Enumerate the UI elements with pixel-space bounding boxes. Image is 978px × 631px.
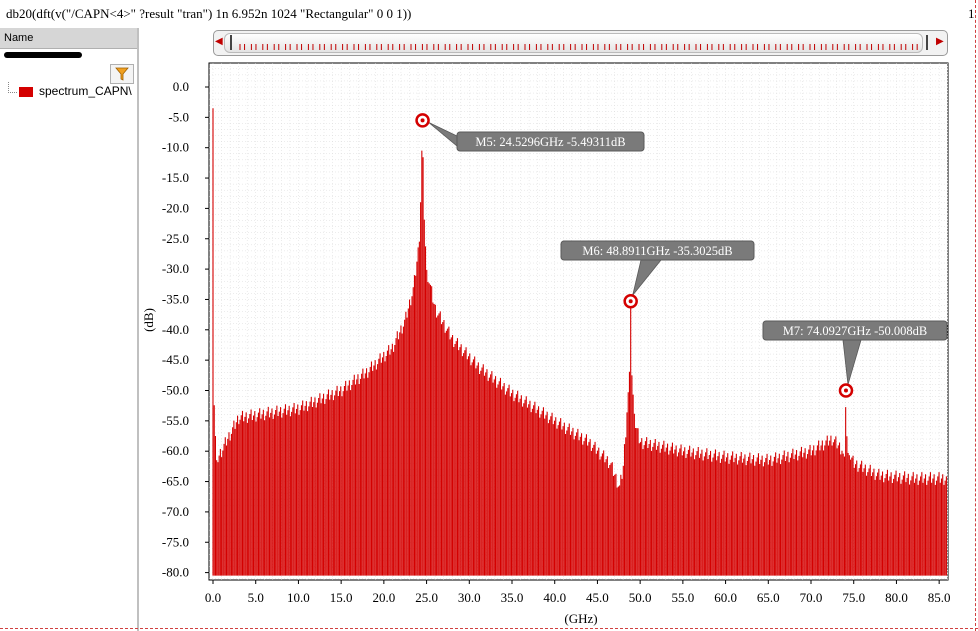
filter-funnel-icon[interactable] xyxy=(110,64,134,84)
y-tick-label: -20.0 xyxy=(162,200,189,215)
bottom-dashed-border xyxy=(0,628,978,629)
marker-dot xyxy=(628,299,633,304)
scroll-right-arrow-icon[interactable]: ▶ xyxy=(936,36,944,47)
right-dashed-border xyxy=(975,0,976,631)
x-tick-label: 40.0 xyxy=(543,590,566,605)
x-tick-label: 85.0 xyxy=(928,590,951,605)
x-tick-label: 5.0 xyxy=(248,590,264,605)
x-tick-label: 25.0 xyxy=(415,590,438,605)
name-column-header[interactable]: Name xyxy=(0,28,137,49)
x-scroll-thumb[interactable] xyxy=(224,33,923,53)
marker-callout-box xyxy=(456,131,645,152)
x-tick-label: 30.0 xyxy=(458,590,481,605)
marker-dot xyxy=(843,388,848,393)
x-tick-label: 10.0 xyxy=(287,590,310,605)
y-tick-label: -10.0 xyxy=(162,140,189,155)
legend-swatch xyxy=(19,87,33,97)
marker-dot xyxy=(420,118,425,123)
x-axis-label: (GHz) xyxy=(564,611,597,626)
x-tick-label: 65.0 xyxy=(757,590,780,605)
x-tick-label: 45.0 xyxy=(586,590,609,605)
y-tick-label: -55.0 xyxy=(162,413,189,428)
redacted-bar xyxy=(4,52,82,58)
marker-label: M6: 48.8911GHz -35.3025dB xyxy=(582,244,732,258)
x-tick-label: 80.0 xyxy=(885,590,908,605)
y-axis-label: (dB) xyxy=(141,308,156,332)
y-tick-label: -35.0 xyxy=(162,291,189,306)
y-tick-label: -15.0 xyxy=(162,170,189,185)
x-tick-label: 75.0 xyxy=(842,590,865,605)
x-tick-label: 55.0 xyxy=(671,590,694,605)
y-tick-label: -30.0 xyxy=(162,261,189,276)
y-tick-label: -5.0 xyxy=(168,109,189,124)
y-tick-label: -70.0 xyxy=(162,504,189,519)
x-tick-label: 70.0 xyxy=(800,590,823,605)
corner-number: 1 xyxy=(968,6,975,21)
legend-trace-label[interactable]: spectrum_CAPN\ xyxy=(39,84,132,98)
marker-callout-box xyxy=(762,320,948,341)
scroll-left-arrow-icon[interactable]: ◀ xyxy=(215,36,223,47)
x-tick-label: 0.0 xyxy=(205,590,221,605)
x-tick-label: 60.0 xyxy=(714,590,737,605)
tree-connector xyxy=(8,82,17,93)
y-tick-label: -45.0 xyxy=(162,352,189,367)
x-tick-label: 15.0 xyxy=(330,590,353,605)
marker-callout-box xyxy=(560,240,755,261)
y-tick-label: -80.0 xyxy=(162,565,189,580)
y-tick-label: -40.0 xyxy=(162,322,189,337)
marker-label: M7: 74.0927GHz -50.008dB xyxy=(783,324,927,338)
legend-sidebar: Name spectrum_CAPN\ xyxy=(0,28,139,631)
y-tick-label: -25.0 xyxy=(162,231,189,246)
x-tick-label: 20.0 xyxy=(372,590,395,605)
expression-title: db20(dft(v("/CAPN<4>" ?result "tran") 1n… xyxy=(6,6,412,21)
y-tick-label: -60.0 xyxy=(162,443,189,458)
marker-label: M5: 24.5296GHz -5.49311dB xyxy=(475,135,625,149)
y-tick-label: 0.0 xyxy=(173,79,189,94)
y-tick-label: -50.0 xyxy=(162,383,189,398)
x-tick-label: 50.0 xyxy=(629,590,652,605)
y-tick-label: -65.0 xyxy=(162,474,189,489)
x-tick-label: 35.0 xyxy=(501,590,524,605)
y-tick-label: -75.0 xyxy=(162,534,189,549)
